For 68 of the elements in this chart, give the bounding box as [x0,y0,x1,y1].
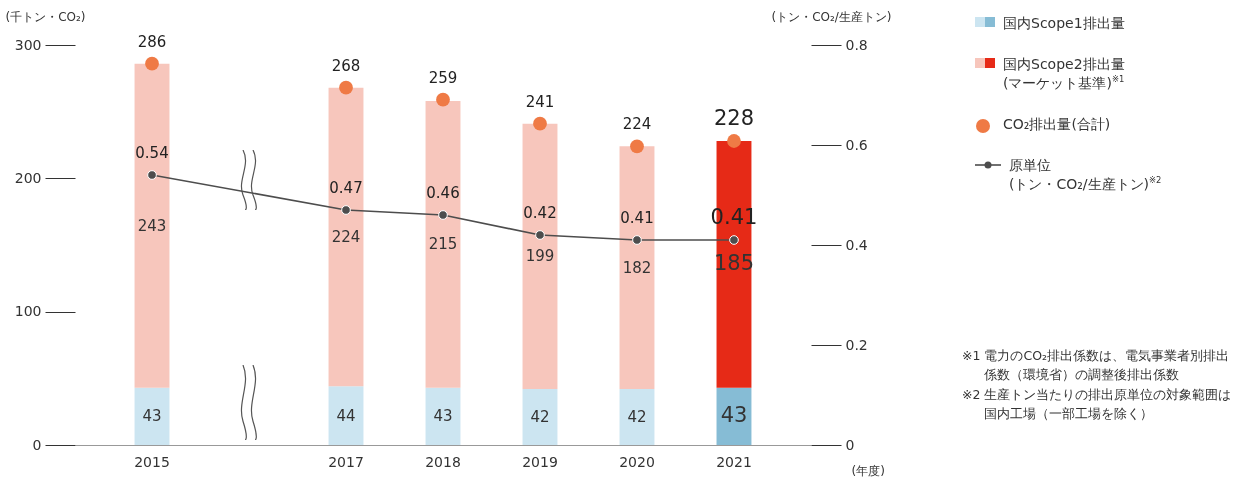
x-tick-label: 2017 [328,453,364,470]
x-tick-label: 2018 [425,453,461,470]
data-label: 44 [336,406,356,425]
data-label: 43 [720,403,748,428]
y-tick-label: 300 [14,36,42,53]
point [147,170,157,180]
bar [328,386,364,445]
data-label: 224 [331,228,361,246]
data-label: 43 [433,407,453,426]
bar [425,387,461,445]
data-label: 241 [525,92,555,111]
y2-tick-label: 0.6 [845,136,868,153]
legend-label: CO₂排出量(合計) [1003,114,1111,134]
x-axis-title: (年度) [851,463,885,478]
point [339,80,353,95]
legend-label: 原単位 (トン・CO₂/生産トン)$^{※2}$ [1009,155,1162,194]
point [533,116,547,131]
y2-tick-label: 0.8 [845,36,868,53]
data-label: 228 [713,106,755,130]
bar [522,389,558,445]
point [630,139,644,154]
bar [134,387,170,445]
y2-tick-label: 0 [845,436,855,453]
point [145,56,159,71]
legend-label: 国内Scope1排出量 [1003,14,1125,33]
bar [522,123,558,389]
legend-label: 国内Scope2排出量 (マーケット基準)$^{※1}$ [1003,54,1125,93]
bar [425,101,461,388]
x-tick-label: 2020 [619,453,655,470]
data-label: 224 [622,115,652,134]
point [729,235,739,245]
point [727,134,741,148]
y2-tick-label: 0.4 [845,236,868,253]
point [535,230,545,240]
bar [619,146,655,389]
y2-axis-title: (トン・CO₂/生産トン) [771,9,892,24]
point [436,92,450,107]
x-tick-label: 2015 [134,453,170,470]
x-tick-label: 2021 [716,453,752,470]
bar [328,87,364,387]
y-tick-label: 100 [14,303,42,320]
y2-tick-label: 0.2 [845,336,868,353]
point [438,210,448,220]
point [341,205,351,215]
data-label: 259 [428,68,458,87]
text: ※2 生産トン当たりの排出原単位の対象範囲は国内工場（一部工場を除く） [962,385,1233,424]
bar [619,389,655,445]
y-tick-label: 200 [14,169,42,186]
data-label: 199 [525,247,555,266]
data-label: 243 [137,216,167,235]
y-axis-title: (千トン・CO₂) [5,9,86,24]
data-label: 43 [142,407,162,426]
data-label: 268 [331,56,361,75]
text: ※1 電力のCO₂排出係数は、電気事業者別排出係数（環境省）の調整後排出係数 [962,347,1230,385]
data-label: 0.41 [620,209,654,227]
data-label: 215 [428,235,458,254]
data-label: 42 [627,408,647,426]
bar [134,63,170,388]
data-label: 0.42 [523,204,557,222]
data-label: 182 [622,258,652,277]
data-label: 286 [137,32,167,51]
data-label: 0.46 [426,184,460,202]
x-tick-label: 2019 [522,453,558,470]
data-label: 42 [530,408,550,426]
point [632,235,642,245]
y-tick-label: 0 [32,436,42,453]
data-label: 0.47 [329,179,363,197]
data-label: 0.54 [135,144,169,162]
